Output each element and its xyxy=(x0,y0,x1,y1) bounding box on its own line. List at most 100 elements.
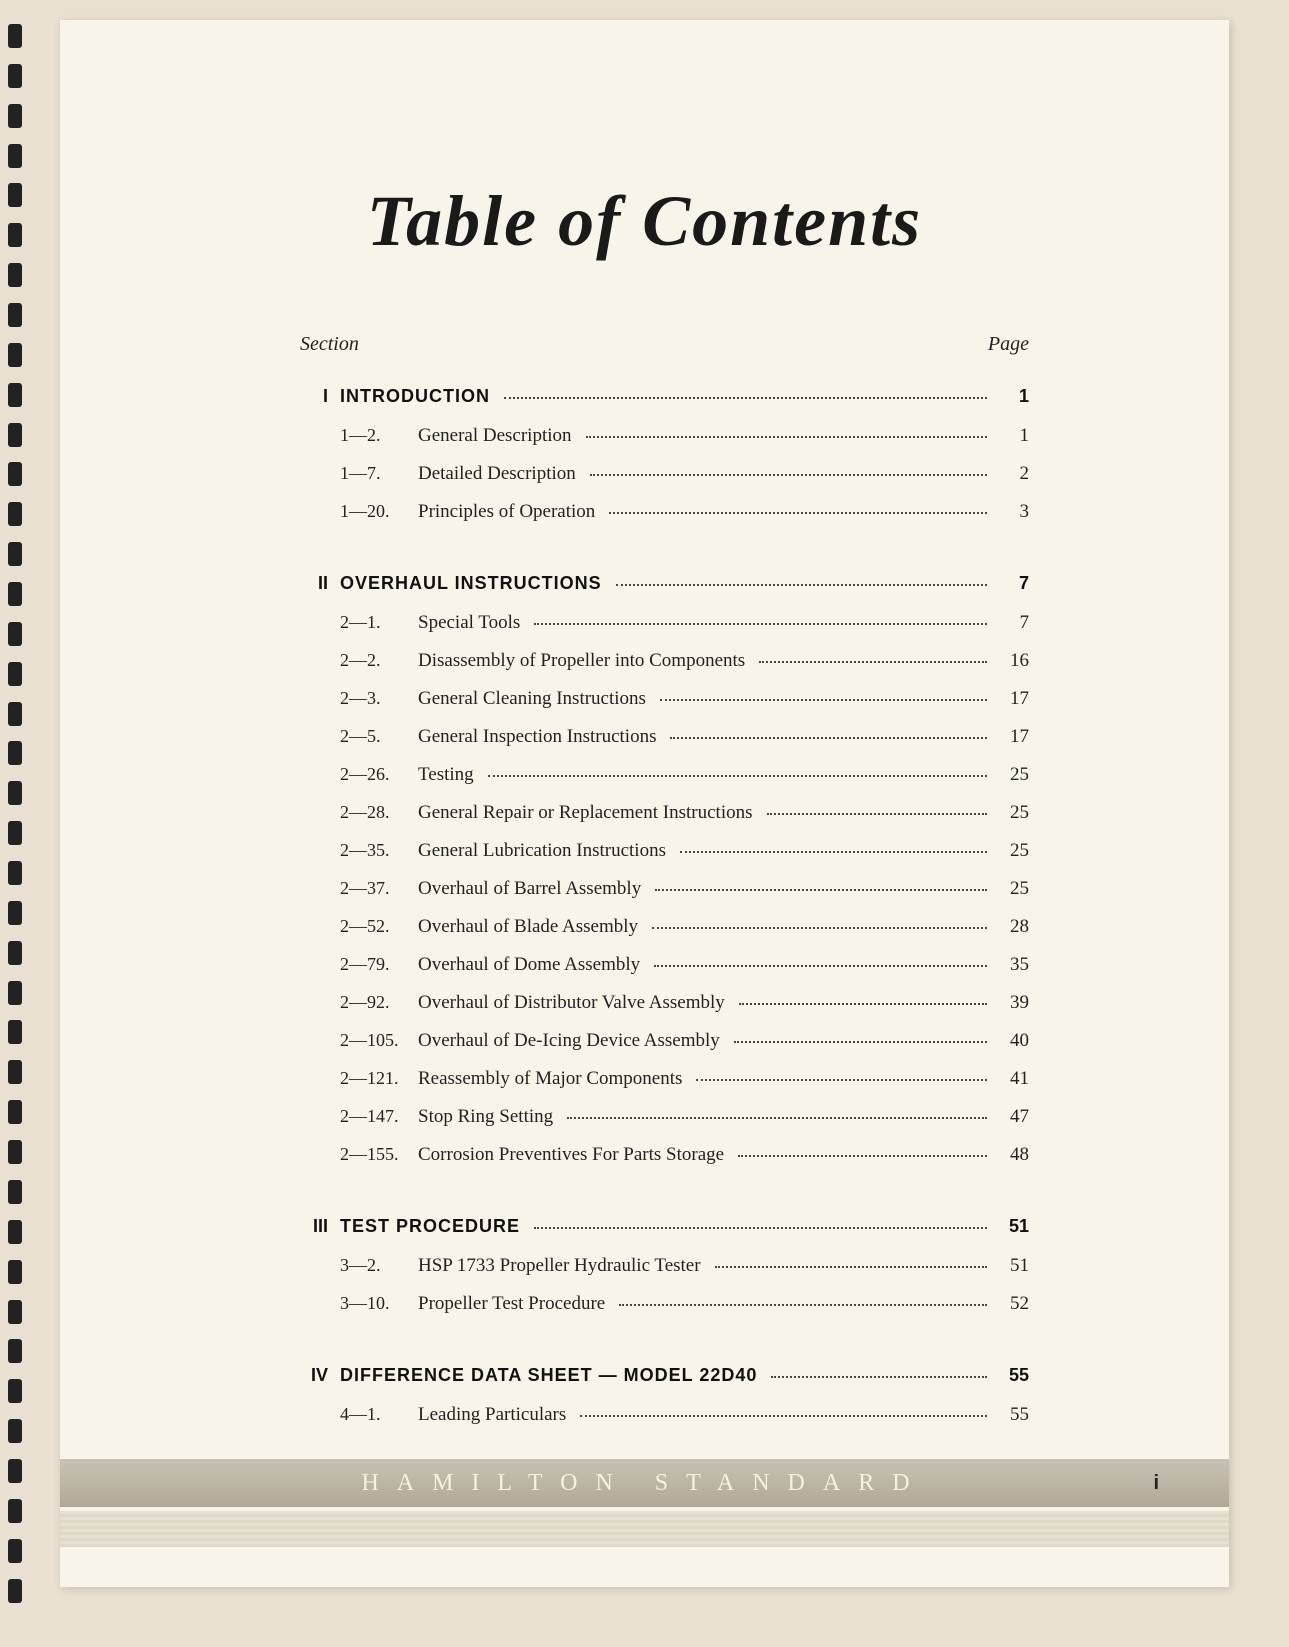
section-number: I xyxy=(300,386,340,407)
section-page: 7 xyxy=(993,573,1029,594)
toc-entry: 2—105.Overhaul of De-Icing Device Assemb… xyxy=(300,1030,1029,1052)
entry-number: 3—2. xyxy=(340,1255,418,1276)
section-heading-row: IINTRODUCTION 1 xyxy=(300,386,1029,407)
header-page-label: Page xyxy=(988,333,1029,356)
entry-number: 2—79. xyxy=(340,954,418,975)
leader-dots xyxy=(696,1079,987,1081)
binding-hole xyxy=(8,462,22,486)
toc-entry: 2—92.Overhaul of Distributor Valve Assem… xyxy=(300,992,1029,1014)
entry-page: 55 xyxy=(993,1404,1029,1426)
toc-entry: 2—26.Testing25 xyxy=(300,764,1029,786)
entry-title: Special Tools xyxy=(418,612,528,634)
toc-section: IIITEST PROCEDURE51 3—2.HSP 1733 Propelle… xyxy=(300,1216,1029,1315)
binding-hole xyxy=(8,741,22,765)
toc-entry: 2—37.Overhaul of Barrel Assembly25 xyxy=(300,878,1029,900)
section-page: 51 xyxy=(993,1216,1029,1237)
binding-hole xyxy=(8,861,22,885)
binding-hole xyxy=(8,662,22,686)
binding-hole xyxy=(8,941,22,965)
binding-hole xyxy=(8,1060,22,1084)
toc-entry: 3—10.Propeller Test Procedure52 xyxy=(300,1293,1029,1315)
entry-title: Principles of Operation xyxy=(418,501,603,523)
toc-entry: 2—155.Corrosion Preventives For Parts St… xyxy=(300,1144,1029,1166)
entry-page: 25 xyxy=(993,878,1029,900)
section-heading-row: IIITEST PROCEDURE51 xyxy=(300,1216,1029,1237)
leader-dots xyxy=(715,1266,987,1268)
entry-title: General Lubrication Instructions xyxy=(418,840,674,862)
entry-page: 48 xyxy=(993,1144,1029,1166)
leader-dots xyxy=(771,1376,987,1378)
binding-hole xyxy=(8,24,22,48)
leader-dots xyxy=(580,1415,987,1417)
section-title: INTRODUCTION xyxy=(340,386,498,407)
document-page: Table of Contents Section Page IINTRODUC… xyxy=(60,20,1229,1587)
toc-header-row: Section Page xyxy=(300,333,1029,356)
binding-hole xyxy=(8,622,22,646)
toc-entry: 2—2.Disassembly of Propeller into Compon… xyxy=(300,650,1029,672)
entry-title: HSP 1733 Propeller Hydraulic Tester xyxy=(418,1255,709,1277)
binding-hole xyxy=(8,781,22,805)
binding-hole xyxy=(8,542,22,566)
entry-title: Reassembly of Major Components xyxy=(418,1068,690,1090)
entry-page: 51 xyxy=(993,1255,1029,1277)
header-section-label: Section xyxy=(300,333,359,356)
binding-hole xyxy=(8,303,22,327)
binding-hole xyxy=(8,502,22,526)
entry-title: Overhaul of De-Icing Device Assembly xyxy=(418,1030,728,1052)
section-number: IV xyxy=(300,1365,340,1386)
binding-hole xyxy=(8,1459,22,1483)
entry-number: 1—20. xyxy=(340,501,418,522)
toc-entry: 2—79.Overhaul of Dome Assembly35 xyxy=(300,954,1029,976)
toc-entry: 1—2.General Description1 xyxy=(300,425,1029,447)
leader-dots xyxy=(734,1041,987,1043)
entry-title: Stop Ring Setting xyxy=(418,1106,561,1128)
entry-page: 41 xyxy=(993,1068,1029,1090)
entry-number: 2—52. xyxy=(340,916,418,937)
leader-dots xyxy=(759,661,987,663)
leader-dots xyxy=(488,775,987,777)
entry-title: Propeller Test Procedure xyxy=(418,1293,613,1315)
leader-dots xyxy=(654,965,987,967)
leader-dots xyxy=(586,436,987,438)
binding-hole xyxy=(8,1020,22,1044)
toc-entry: 2—35.General Lubrication Instructions25 xyxy=(300,840,1029,862)
leader-dots xyxy=(660,699,987,701)
entry-number: 2—28. xyxy=(340,802,418,823)
binding-hole xyxy=(8,1379,22,1403)
binding-hole xyxy=(8,263,22,287)
binding-hole xyxy=(8,981,22,1005)
binding-hole xyxy=(8,821,22,845)
leader-dots xyxy=(504,397,987,399)
entry-page: 16 xyxy=(993,650,1029,672)
entry-page: 47 xyxy=(993,1106,1029,1128)
toc-section: IINTRODUCTION11—2.General Description11—… xyxy=(300,386,1029,523)
binding-hole xyxy=(8,383,22,407)
section-number: II xyxy=(300,573,340,594)
leader-dots xyxy=(609,512,987,514)
leader-dots xyxy=(767,813,988,815)
toc-entry: 2—1.Special Tools7 xyxy=(300,612,1029,634)
binding-hole xyxy=(8,1579,22,1603)
entry-number: 2—3. xyxy=(340,688,418,709)
entry-number: 2—35. xyxy=(340,840,418,861)
entry-page: 28 xyxy=(993,916,1029,938)
entry-title: Detailed Description xyxy=(418,463,584,485)
section-page: 1 xyxy=(993,386,1029,407)
toc-section: IVDIFFERENCE DATA SHEET — MODEL 22D40 554… xyxy=(300,1365,1029,1426)
toc-entry: 2—28.General Repair or Replacement Instr… xyxy=(300,802,1029,824)
entry-title: General Repair or Replacement Instructio… xyxy=(418,802,761,824)
section-heading-row: IIOVERHAUL INSTRUCTIONS7 xyxy=(300,573,1029,594)
toc-entry: 4—1.Leading Particulars55 xyxy=(300,1404,1029,1426)
leader-dots xyxy=(534,1227,987,1229)
section-title: DIFFERENCE DATA SHEET — MODEL 22D40 xyxy=(340,1365,765,1386)
leader-dots xyxy=(738,1155,987,1157)
entry-page: 40 xyxy=(993,1030,1029,1052)
toc-entry: 1—7.Detailed Description2 xyxy=(300,463,1029,485)
entry-number: 3—10. xyxy=(340,1293,418,1314)
leader-dots xyxy=(655,889,987,891)
section-title-wrap: TEST PROCEDURE51 xyxy=(340,1216,1029,1237)
entry-title: Corrosion Preventives For Parts Storage xyxy=(418,1144,732,1166)
entry-title: General Inspection Instructions xyxy=(418,726,664,748)
section-title-wrap: INTRODUCTION 1 xyxy=(340,386,1029,407)
entry-number: 1—2. xyxy=(340,425,418,446)
